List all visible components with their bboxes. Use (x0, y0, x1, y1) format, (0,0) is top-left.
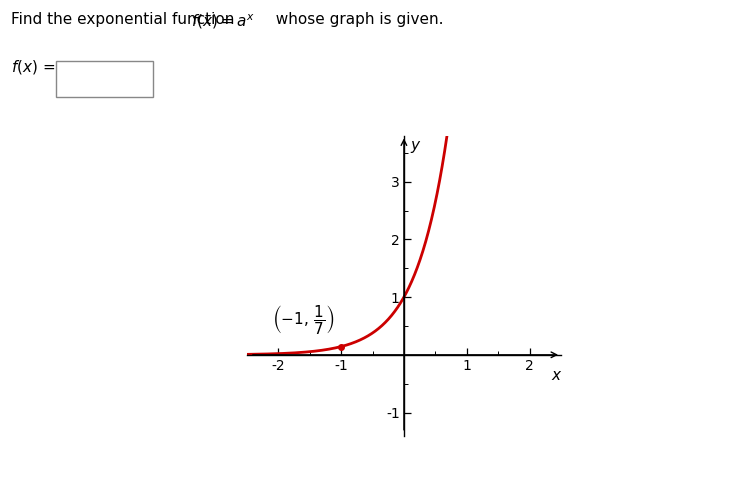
Text: Find the exponential function: Find the exponential function (11, 12, 245, 27)
Text: y: y (410, 138, 419, 153)
Text: $f(x)$ =: $f(x)$ = (11, 58, 55, 76)
Text: $\left(-1,\,\dfrac{1}{7}\right)$: $\left(-1,\,\dfrac{1}{7}\right)$ (272, 302, 334, 335)
Text: x: x (551, 367, 560, 382)
Text: $f(x) = a^x$: $f(x) = a^x$ (191, 12, 254, 30)
Text: whose graph is given.: whose graph is given. (266, 12, 443, 27)
